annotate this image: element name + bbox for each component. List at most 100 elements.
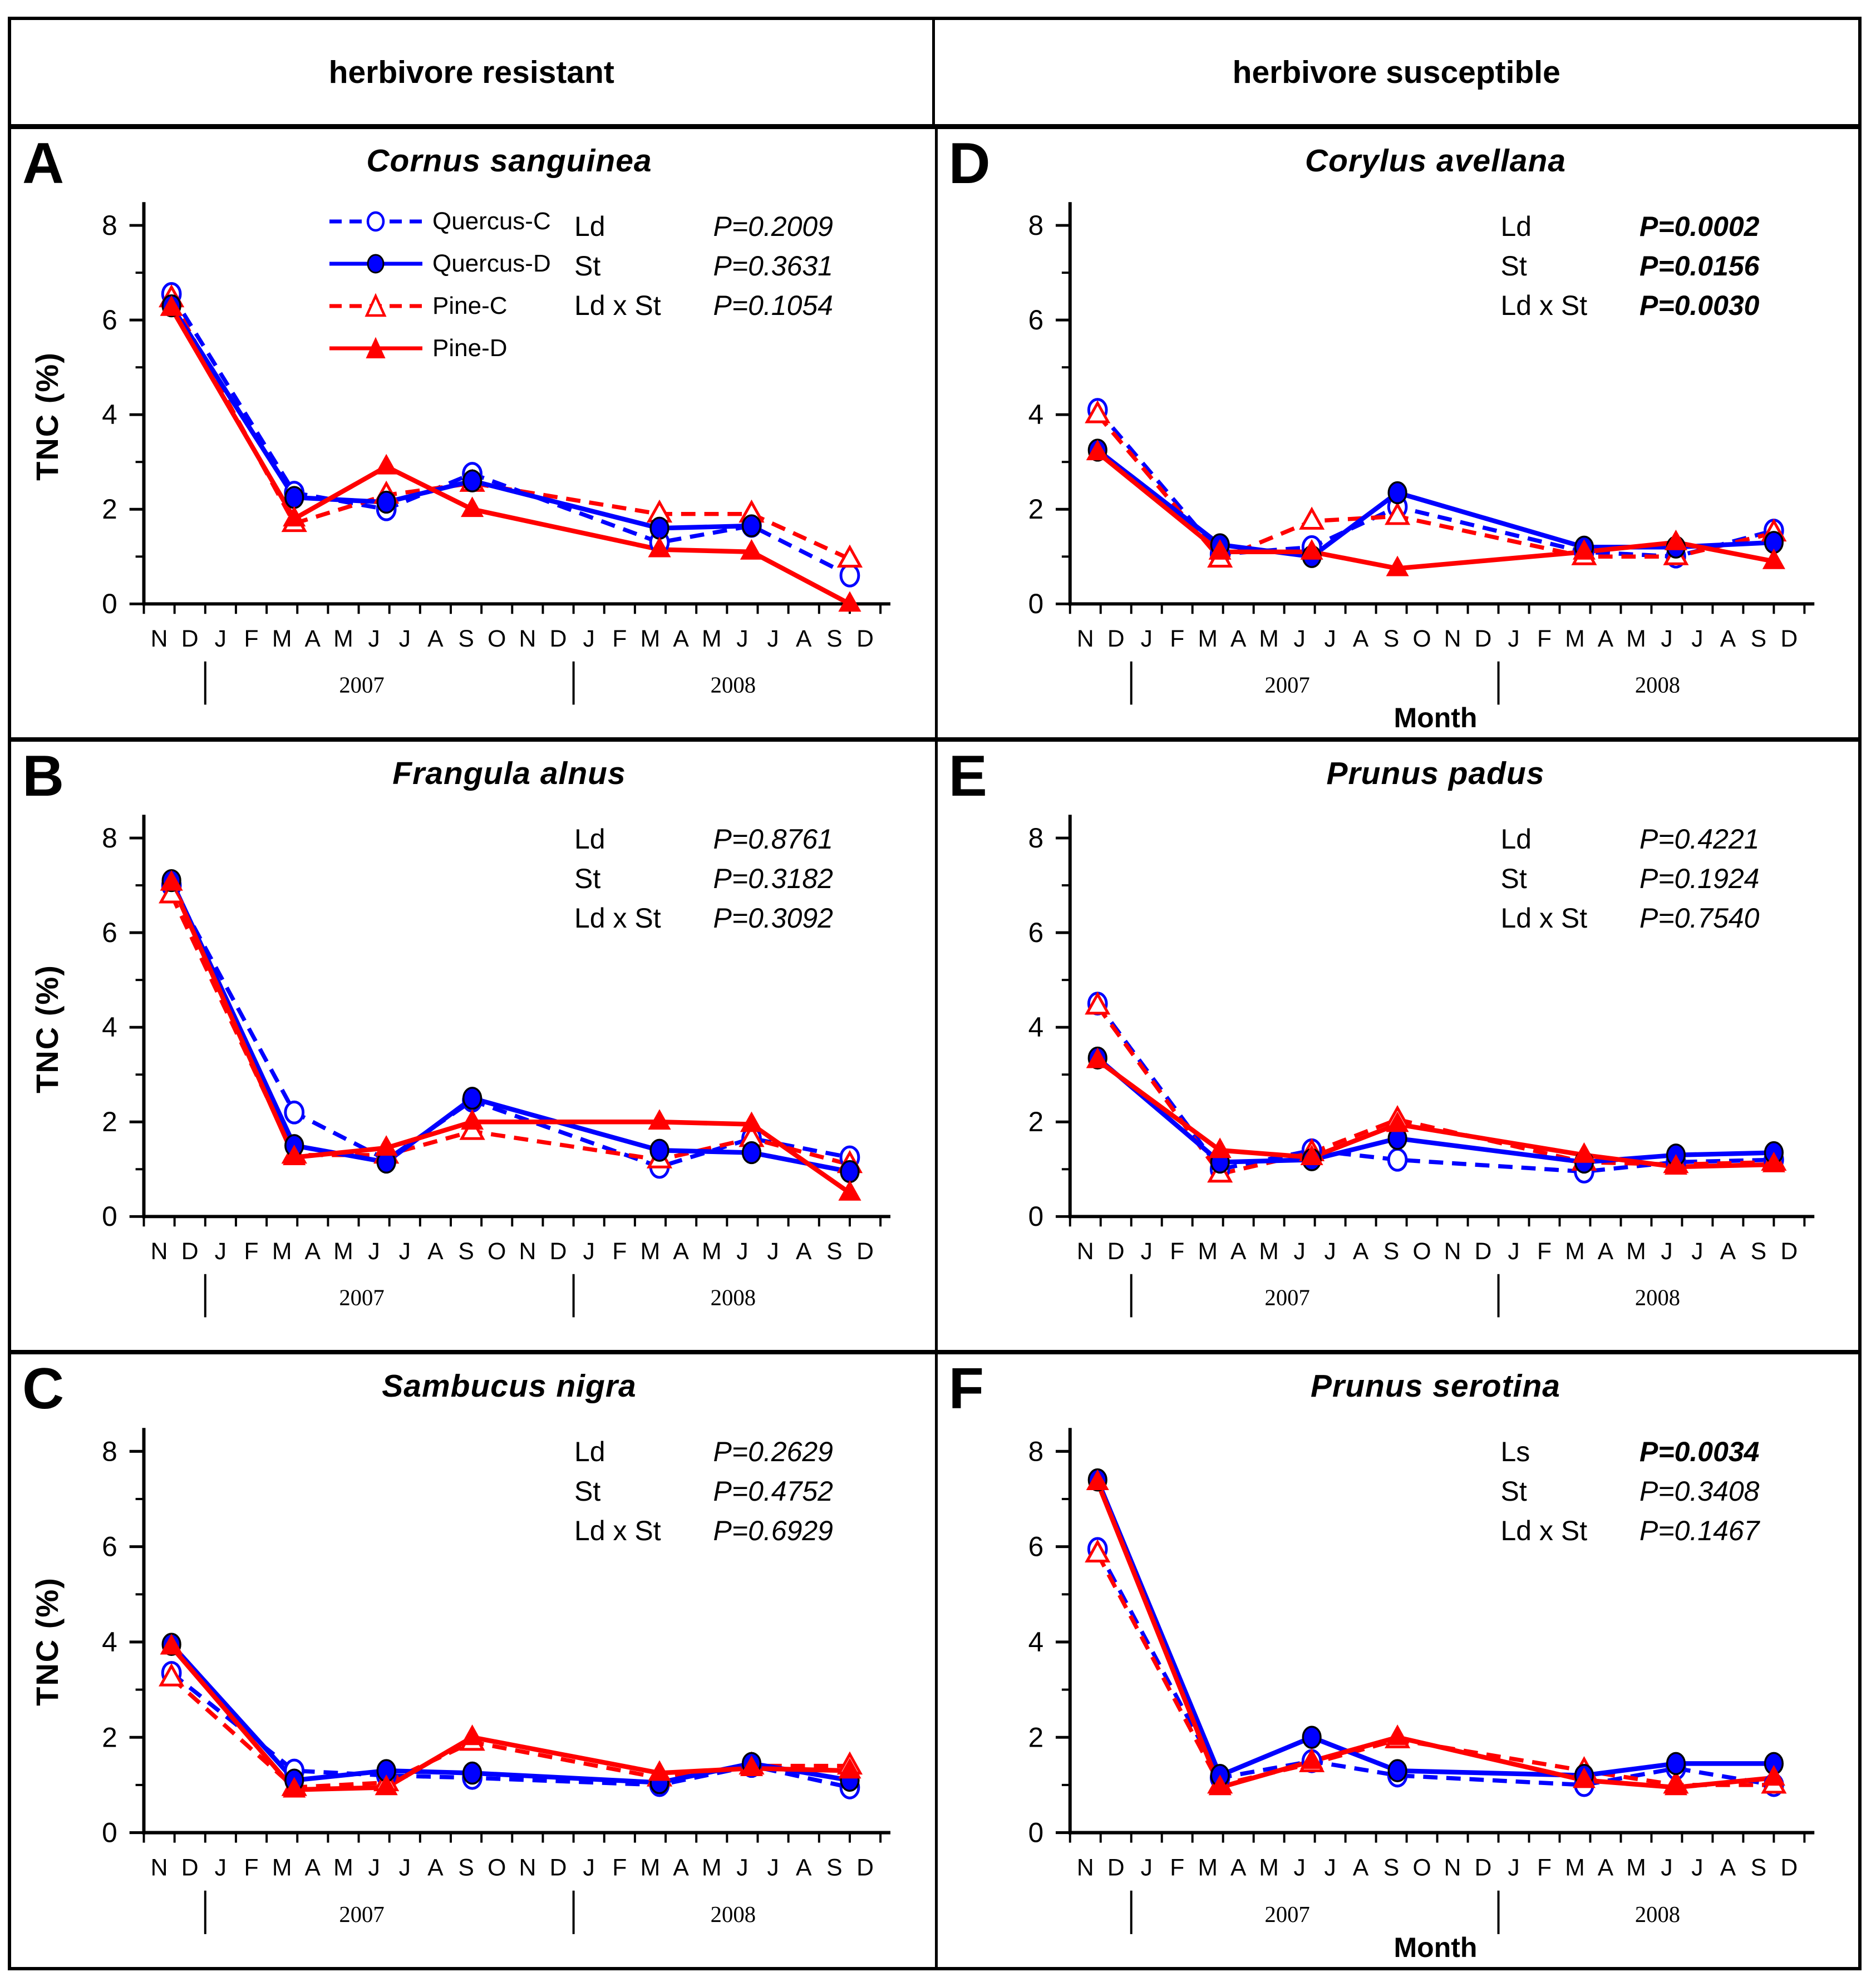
svg-text:J: J [583, 1855, 594, 1881]
svg-text:F: F [1537, 1238, 1552, 1265]
svg-text:D: D [550, 625, 567, 652]
panel-d: 0 2 4 6 8 N D J F M A M J J A S O N D J F M A M J J A S D 2007 2008 D … [934, 129, 1858, 742]
svg-text:A: A [673, 1855, 689, 1881]
stat-label: Ls [1500, 1436, 1530, 1467]
svg-text:J: J [368, 625, 380, 652]
svg-text:D: D [181, 1238, 199, 1265]
svg-text:M: M [1198, 625, 1217, 652]
stats-block: Ld P=0.8761 St P=0.3182 Ld x St P=0.3092 [574, 820, 833, 938]
svg-text:0: 0 [102, 1201, 117, 1232]
svg-text:A: A [305, 1855, 321, 1881]
svg-text:A: A [1597, 1854, 1613, 1881]
svg-text:M: M [333, 1238, 353, 1265]
svg-text:2008: 2008 [711, 1285, 756, 1310]
svg-text:D: D [1780, 1854, 1798, 1881]
stats-block: Ld P=0.0002 St P=0.0156 Ld x St P=0.0030 [1501, 207, 1760, 326]
svg-text:J: J [767, 1238, 779, 1265]
svg-text:2: 2 [1028, 1722, 1043, 1753]
stat-label: Ld x St [574, 1515, 661, 1546]
stat-value: P=0.1467 [1639, 1515, 1760, 1546]
svg-text:F: F [612, 1855, 627, 1881]
svg-text:A: A [1352, 1238, 1368, 1265]
svg-text:A: A [305, 625, 321, 652]
stats-block: Ld P=0.2629 St P=0.4752 Ld x St P=0.6929 [574, 1432, 833, 1551]
svg-text:D: D [1474, 1238, 1491, 1265]
svg-text:F: F [1537, 625, 1552, 652]
svg-text:M: M [641, 1238, 661, 1265]
panel-letter: C [22, 1357, 65, 1421]
svg-text:D: D [856, 625, 874, 652]
svg-text:J: J [1293, 625, 1305, 652]
svg-text:8: 8 [102, 822, 117, 854]
svg-text:M: M [1565, 1854, 1584, 1881]
svg-text:8: 8 [102, 1436, 117, 1467]
legend-item: Pine-C [327, 285, 551, 327]
panel-letter: F [948, 1357, 984, 1421]
svg-text:J: J [1324, 1238, 1336, 1265]
stat-value: P=0.7540 [1639, 903, 1760, 934]
svg-text:F: F [244, 625, 258, 652]
stat-value: P=0.3408 [1639, 1476, 1760, 1507]
svg-text:J: J [1691, 625, 1703, 652]
svg-text:M: M [702, 1855, 722, 1881]
svg-text:F: F [1170, 1854, 1184, 1881]
svg-text:F: F [244, 1238, 258, 1265]
svg-text:S: S [826, 1855, 842, 1881]
stat-label: St [1500, 1476, 1527, 1507]
svg-text:J: J [1508, 1238, 1519, 1265]
svg-text:A: A [1352, 625, 1368, 652]
svg-text:S: S [1383, 1854, 1399, 1881]
svg-text:2007: 2007 [1264, 1285, 1309, 1310]
svg-text:2007: 2007 [339, 1285, 384, 1310]
column-header-herbivore-resistant: herbivore resistant [11, 20, 935, 129]
stats-block: Ld P=0.4221 St P=0.1924 Ld x St P=0.7540 [1501, 820, 1760, 938]
svg-text:J: J [736, 625, 748, 652]
stat-label: St [574, 863, 601, 894]
stat-label: St [574, 250, 601, 282]
svg-text:D: D [856, 1855, 874, 1881]
svg-text:4: 4 [102, 1626, 117, 1658]
svg-text:N: N [519, 1238, 536, 1265]
stat-value: P=0.2009 [713, 211, 833, 242]
svg-text:2: 2 [102, 494, 117, 525]
svg-text:F: F [1537, 1854, 1552, 1881]
svg-text:6: 6 [102, 917, 117, 948]
svg-text:2008: 2008 [711, 1902, 756, 1927]
svg-text:A: A [796, 1238, 812, 1265]
column-header-label: herbivore susceptible [1232, 54, 1560, 90]
y-axis-label: TNC (%) [29, 352, 65, 481]
species-title: Frangula alnus [392, 756, 626, 791]
svg-text:J: J [767, 625, 779, 652]
svg-text:J: J [1140, 1854, 1152, 1881]
panel-c: 0 2 4 6 8 N D J F M A M J J A S O N D J F M A M J J A S D 2007 2008 C … [11, 1354, 935, 1967]
svg-text:J: J [736, 1855, 748, 1881]
stat-label: Ld x St [1500, 290, 1588, 321]
legend-sample-quercus-c-icon [329, 211, 422, 232]
stat-label: Ld [1500, 824, 1532, 855]
svg-text:2008: 2008 [711, 672, 756, 697]
svg-text:8: 8 [1028, 822, 1043, 854]
svg-text:N: N [1444, 1238, 1461, 1265]
svg-text:D: D [1107, 1238, 1124, 1265]
panel-letter: E [948, 744, 987, 808]
svg-text:F: F [612, 1238, 627, 1265]
svg-text:J: J [1324, 625, 1336, 652]
svg-text:N: N [519, 1855, 536, 1881]
svg-text:J: J [1691, 1854, 1703, 1881]
svg-text:J: J [215, 625, 227, 652]
svg-text:S: S [458, 625, 474, 652]
svg-text:M: M [333, 625, 353, 652]
legend-sample-quercus-d-icon [329, 254, 422, 274]
panel-letter: A [22, 131, 65, 196]
stat-value: P=0.4221 [1639, 824, 1760, 855]
stat-value: P=0.2629 [713, 1436, 833, 1467]
species-title: Prunus padus [1326, 756, 1545, 791]
svg-text:J: J [1293, 1854, 1305, 1881]
svg-text:J: J [1324, 1854, 1336, 1881]
legend-label: Quercus-C [432, 208, 551, 235]
x-axis-label: Month [1394, 702, 1478, 733]
panel-f: 0 2 4 6 8 N D J F M A M J J A S O N D J F M A M J J A S D 2007 2008 F … [934, 1354, 1859, 1967]
